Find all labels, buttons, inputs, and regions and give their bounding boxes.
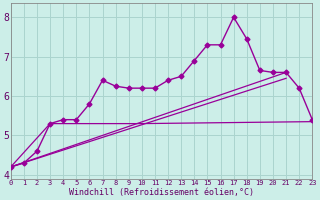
X-axis label: Windchill (Refroidissement éolien,°C): Windchill (Refroidissement éolien,°C) [69, 188, 254, 197]
